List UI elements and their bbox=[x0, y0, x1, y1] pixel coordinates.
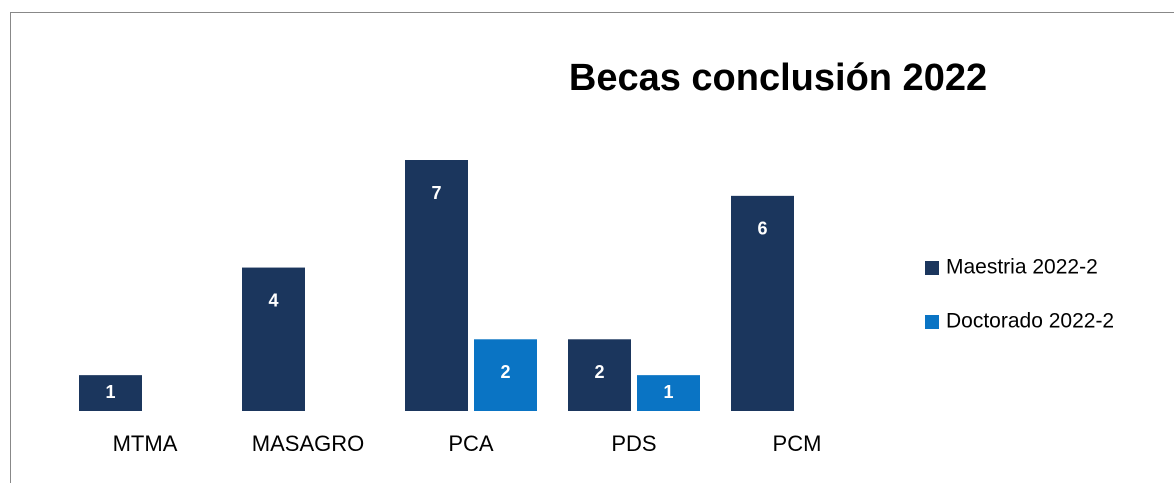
legend-label: Doctorado 2022-2 bbox=[946, 310, 1114, 333]
legend-label: Maestria 2022-2 bbox=[946, 256, 1098, 279]
bar bbox=[731, 195, 794, 411]
legend-swatch bbox=[925, 261, 939, 275]
x-tick-label: PCM bbox=[773, 431, 822, 456]
bar bbox=[79, 375, 142, 411]
x-tick-label: MASAGRO bbox=[252, 431, 364, 456]
x-tick-label: PDS bbox=[611, 431, 656, 456]
data-label: 2 bbox=[500, 362, 510, 382]
bar bbox=[637, 375, 700, 411]
bar bbox=[405, 160, 468, 411]
x-tick-label: PCA bbox=[448, 431, 494, 456]
data-label: 2 bbox=[594, 362, 604, 382]
x-tick-label: MTMA bbox=[113, 431, 178, 456]
bar bbox=[568, 339, 631, 411]
data-label: 1 bbox=[663, 382, 673, 402]
data-label: 4 bbox=[268, 290, 278, 310]
bar bbox=[474, 339, 537, 411]
data-label: 6 bbox=[757, 219, 767, 239]
legend-swatch bbox=[925, 315, 939, 329]
bar bbox=[242, 267, 305, 411]
data-label: 1 bbox=[105, 382, 115, 402]
chart-title: Becas conclusión 2022 bbox=[569, 57, 987, 99]
data-label: 7 bbox=[431, 183, 441, 203]
